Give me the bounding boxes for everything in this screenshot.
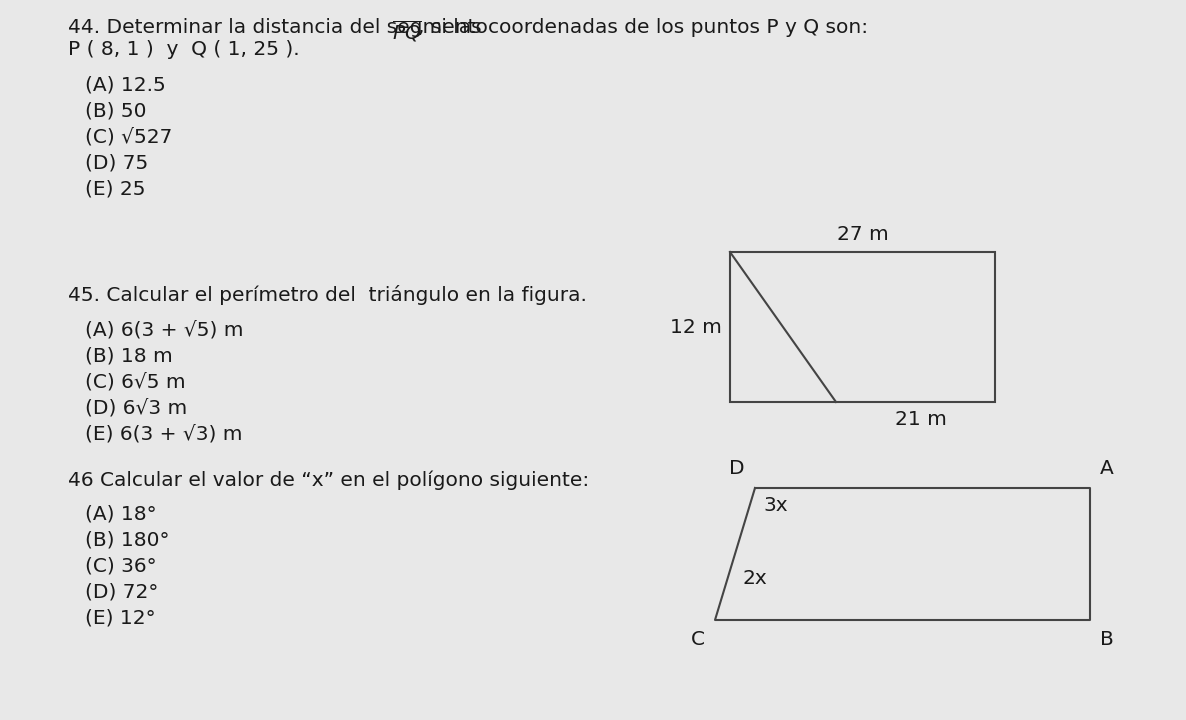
Text: A: A [1099, 459, 1114, 478]
Text: (C) 36°: (C) 36° [85, 557, 157, 576]
Text: B: B [1099, 630, 1114, 649]
Text: D: D [729, 459, 745, 478]
Text: 27 m: 27 m [836, 225, 888, 244]
Text: 3x: 3x [763, 496, 788, 515]
Text: 44. Determinar la distancia del segmento: 44. Determinar la distancia del segmento [68, 18, 495, 37]
Text: (E) 12°: (E) 12° [85, 609, 155, 628]
Text: 45. Calcular el perímetro del  triángulo en la figura.: 45. Calcular el perímetro del triángulo … [68, 285, 587, 305]
Text: $\overline{PQ}$: $\overline{PQ}$ [391, 18, 422, 43]
Text: (E) 25: (E) 25 [85, 179, 146, 198]
Text: (A) 12.5: (A) 12.5 [85, 75, 166, 94]
Text: P ( 8, 1 )  y  Q ( 1, 25 ).: P ( 8, 1 ) y Q ( 1, 25 ). [68, 40, 300, 59]
Text: C: C [691, 630, 704, 649]
Text: (D) 6√3 m: (D) 6√3 m [85, 398, 187, 417]
Text: (D) 72°: (D) 72° [85, 583, 159, 602]
Text: (B) 18 m: (B) 18 m [85, 346, 173, 365]
Text: 12 m: 12 m [670, 318, 722, 336]
Text: (D) 75: (D) 75 [85, 153, 148, 172]
Text: 2x: 2x [742, 569, 767, 588]
Text: (A) 18°: (A) 18° [85, 505, 157, 524]
Text: (B) 180°: (B) 180° [85, 531, 170, 550]
Text: , si las coordenadas de los puntos P y Q son:: , si las coordenadas de los puntos P y Q… [417, 18, 868, 37]
Text: (E) 6(3 + √3) m: (E) 6(3 + √3) m [85, 424, 242, 443]
Bar [731, 252, 995, 402]
Text: (C) √527: (C) √527 [85, 127, 172, 146]
Text: 46 Calcular el valor de “x” en el polígono siguiente:: 46 Calcular el valor de “x” en el polígo… [68, 470, 589, 490]
Text: (B) 50: (B) 50 [85, 101, 147, 120]
Text: 21 m: 21 m [895, 410, 946, 429]
Text: (C) 6√5 m: (C) 6√5 m [85, 372, 186, 391]
Text: (A) 6(3 + √5) m: (A) 6(3 + √5) m [85, 320, 243, 339]
